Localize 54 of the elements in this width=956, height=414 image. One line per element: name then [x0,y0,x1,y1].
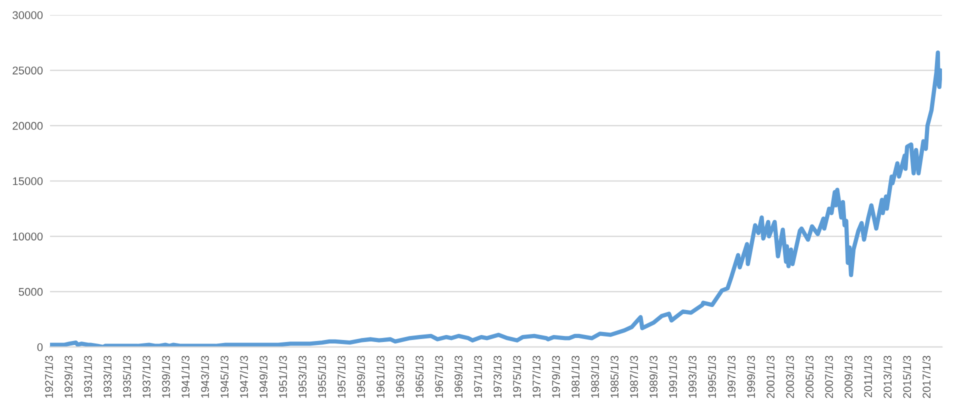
x-tick-label: 1961/1/3 [376,356,385,398]
x-tick-label: 1949/1/3 [259,356,268,398]
x-tick-label: 1997/1/3 [727,356,736,398]
x-tick-label: 2003/1/3 [786,356,794,398]
x-tick-label: 2007/1/3 [824,356,833,398]
x-tick-label: 1945/1/3 [220,356,228,398]
y-tick-label: 15000 [13,177,43,186]
x-tick-label: 1989/1/3 [649,356,658,398]
x-tick-label: 1953/1/3 [298,356,306,398]
x-tick-label: 1977/1/3 [532,356,541,398]
x-tick-label: 1981/1/3 [571,356,580,398]
x-tick-label: 1931/1/3 [84,356,92,398]
x-tick-label: 1969/1/3 [454,356,463,398]
x-tick-label: 1941/1/3 [181,356,190,398]
x-tick-label: 1929/1/3 [64,356,72,398]
x-tick-label: 1943/1/3 [200,356,209,398]
x-tick-label: 1935/1/3 [122,356,131,398]
y-tick-label: 30000 [12,11,43,20]
x-tick-label: 1985/1/3 [610,356,619,398]
x-tick-label: 1975/1/3 [512,356,521,398]
x-tick-label: 1963/1/3 [396,356,404,398]
x-tick-label: 2011/1/3 [864,356,872,398]
x-tick-label: 1947/1/3 [240,356,248,398]
y-tick-label: 5000 [18,288,43,296]
x-tick-label: 1939/1/3 [162,356,170,398]
x-tick-label: 2013/1/3 [883,356,892,398]
x-tick-label: 2009/1/3 [844,356,853,398]
x-tick-label: 1959/1/3 [356,356,365,398]
x-tick-label: 2001/1/3 [766,356,775,398]
x-tick-label: 1991/1/3 [668,356,677,398]
x-tick-label: 1971/1/3 [474,356,482,398]
x-tick-label: 1979/1/3 [552,356,560,398]
x-tick-label: 1965/1/3 [415,356,424,398]
y-tick-label: 25000 [12,66,43,74]
y-tick-label: 10000 [13,232,43,240]
x-tick-label: 1951/1/3 [278,356,287,398]
x-tick-label: 1927/1/3 [44,356,53,398]
x-tick-label: 1933/1/3 [103,356,112,398]
x-tick-label: 1955/1/3 [318,356,326,398]
x-tick-label: 1957/1/3 [337,356,346,398]
x-tick-label: 1999/1/3 [746,356,755,398]
x-tick-label: 1937/1/3 [142,356,150,398]
line-series [50,50,942,347]
x-tick-label: 1973/1/3 [493,356,502,398]
x-tick-label: 2017/1/3 [922,356,931,398]
x-tick-label: 1967/1/3 [434,356,443,398]
y-tick-label: 0 [37,343,43,352]
x-tick-label: 2015/1/3 [902,356,911,398]
y-tick-label: 20000 [12,122,43,130]
x-tick-label: 1993/1/3 [688,356,697,398]
x-tick-label: 1987/1/3 [630,356,638,398]
x-tick-label: 2005/1/3 [805,356,814,398]
x-tick-label: 1995/1/3 [708,356,716,398]
x-tick-label: 1983/1/3 [590,356,599,398]
